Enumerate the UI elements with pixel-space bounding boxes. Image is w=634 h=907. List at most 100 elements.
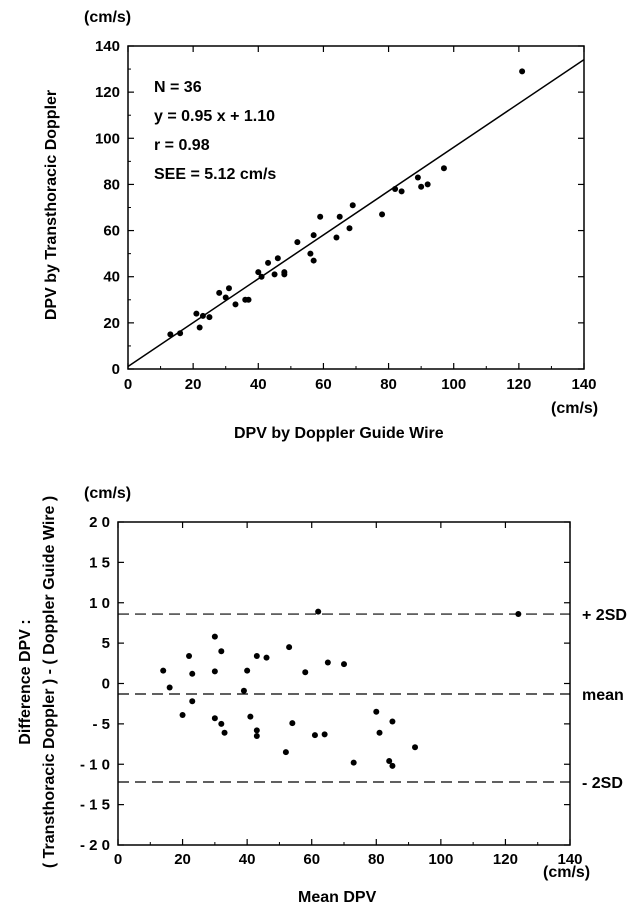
- data-point: [286, 644, 293, 651]
- y-axis-label: Difference DPV :: [17, 619, 34, 744]
- data-point: [418, 183, 425, 190]
- data-point: [349, 202, 356, 209]
- y-tick-label: 0: [102, 676, 110, 693]
- data-point: [310, 232, 317, 239]
- data-point: [302, 669, 309, 676]
- reference-line-label: mean: [582, 687, 624, 704]
- reference-line-label: - 2SD: [582, 775, 623, 792]
- x-tick-label: 140: [557, 851, 582, 868]
- plot-frame: 0 20 40 60 80 100 120 140 - 2 0 - 1 5 - 1 0 - 5 0 5 1 …: [80, 514, 583, 868]
- y-tick-label: 1 0: [89, 595, 110, 612]
- data-point: [515, 611, 522, 618]
- x-tick-label: 60: [315, 376, 332, 393]
- y-unit-label: (cm/s): [84, 9, 131, 26]
- data-point: [315, 608, 322, 615]
- data-points: + 2SD mean - 2SD: [118, 607, 627, 792]
- data-point: [177, 330, 184, 337]
- data-point: [240, 687, 247, 694]
- y-tick-label: - 1 0: [80, 756, 110, 773]
- data-point: [211, 668, 218, 675]
- data-point: [414, 174, 421, 181]
- data-point: [282, 749, 289, 756]
- stat-annotation: y = 0.95 x + 1.10: [154, 108, 275, 125]
- data-point: [321, 731, 328, 738]
- data-point: [336, 213, 343, 220]
- data-point: [232, 301, 239, 308]
- data-point: [218, 648, 225, 655]
- x-tick-label: 20: [185, 376, 202, 393]
- data-point: [274, 255, 281, 262]
- data-point: [160, 667, 167, 674]
- data-point: [211, 633, 218, 640]
- scatter-chart-dpv-comparison: (cm/s) (cm/s) DPV by Doppler Guide Wire …: [43, 9, 598, 442]
- reference-line-label: + 2SD: [582, 607, 627, 624]
- data-point: [307, 250, 314, 257]
- y-tick-label: 60: [103, 223, 120, 240]
- data-point: [265, 259, 272, 266]
- data-point: [440, 165, 447, 172]
- x-unit-label: (cm/s): [543, 864, 590, 881]
- data-point: [186, 653, 193, 660]
- data-point: [189, 670, 196, 677]
- data-point: [333, 234, 340, 241]
- data-point: [392, 186, 399, 193]
- x-tick-label: 60: [303, 851, 320, 868]
- x-tick-label: 100: [441, 376, 466, 393]
- data-point: [341, 661, 347, 668]
- data-point: [253, 732, 260, 739]
- data-point: [167, 331, 174, 338]
- x-tick-label: 140: [571, 376, 596, 393]
- stat-annotation: N = 36: [154, 79, 202, 96]
- x-unit-label: (cm/s): [551, 400, 598, 417]
- y-tick-label: 0: [112, 361, 120, 378]
- x-tick-label: 100: [428, 851, 453, 868]
- data-point: [412, 744, 419, 751]
- y-tick-label: 140: [95, 38, 120, 55]
- x-axis-label: DPV by Doppler Guide Wire: [234, 425, 444, 442]
- data-point: [281, 271, 288, 278]
- data-point: [253, 653, 260, 660]
- x-tick-label: 80: [368, 851, 385, 868]
- data-point: [263, 654, 270, 661]
- data-point: [199, 312, 206, 319]
- x-tick-label: 120: [493, 851, 518, 868]
- data-point: [166, 684, 173, 691]
- y-tick-label: 5: [102, 635, 110, 652]
- y-axis-label-secondary: ( Transthoracic Doppler ) - ( Doppler Gu…: [41, 496, 58, 868]
- x-tick-label: 0: [114, 851, 122, 868]
- data-point: [310, 257, 317, 264]
- y-unit-label: (cm/s): [84, 485, 131, 502]
- data-point: [258, 273, 265, 280]
- data-point: [386, 758, 393, 765]
- x-tick-label: 0: [124, 376, 132, 393]
- plot-frame: 0 20 40 60 80 100 120 140 0 20 40 60 80 100 120 140: [95, 38, 597, 393]
- data-point: [376, 729, 383, 736]
- plot-border: [117, 521, 571, 846]
- data-point: [189, 698, 196, 705]
- data-point: [424, 181, 431, 188]
- x-axis-label: Mean DPV: [298, 889, 377, 906]
- data-point: [247, 713, 254, 720]
- data-point: [206, 314, 213, 321]
- data-point: [253, 727, 260, 734]
- data-point: [373, 708, 380, 715]
- data-point: [317, 213, 324, 220]
- data-point: [519, 68, 526, 75]
- data-point: [225, 285, 232, 292]
- x-tick-label: 40: [250, 376, 267, 393]
- stats-annotations: N = 36 y = 0.95 x + 1.10 r = 0.98 SEE = 5.1…: [154, 79, 276, 183]
- data-point: [196, 324, 203, 331]
- data-point: [244, 667, 251, 674]
- data-point: [294, 239, 301, 246]
- y-tick-label: - 5: [92, 716, 110, 733]
- data-point: [218, 720, 225, 727]
- x-tick-label: 20: [174, 851, 191, 868]
- y-tick-label: 2 0: [89, 514, 110, 531]
- y-axis-label: DPV by Transthoracic Doppler: [43, 90, 60, 320]
- data-point: [389, 762, 396, 769]
- scatter-chart-dpv-difference: (cm/s) (cm/s) Mean DPV Difference DPV : …: [17, 485, 627, 906]
- data-point: [193, 310, 200, 317]
- data-points: [127, 58, 585, 368]
- y-tick-label: - 1 5: [80, 797, 110, 814]
- data-point: [222, 294, 229, 301]
